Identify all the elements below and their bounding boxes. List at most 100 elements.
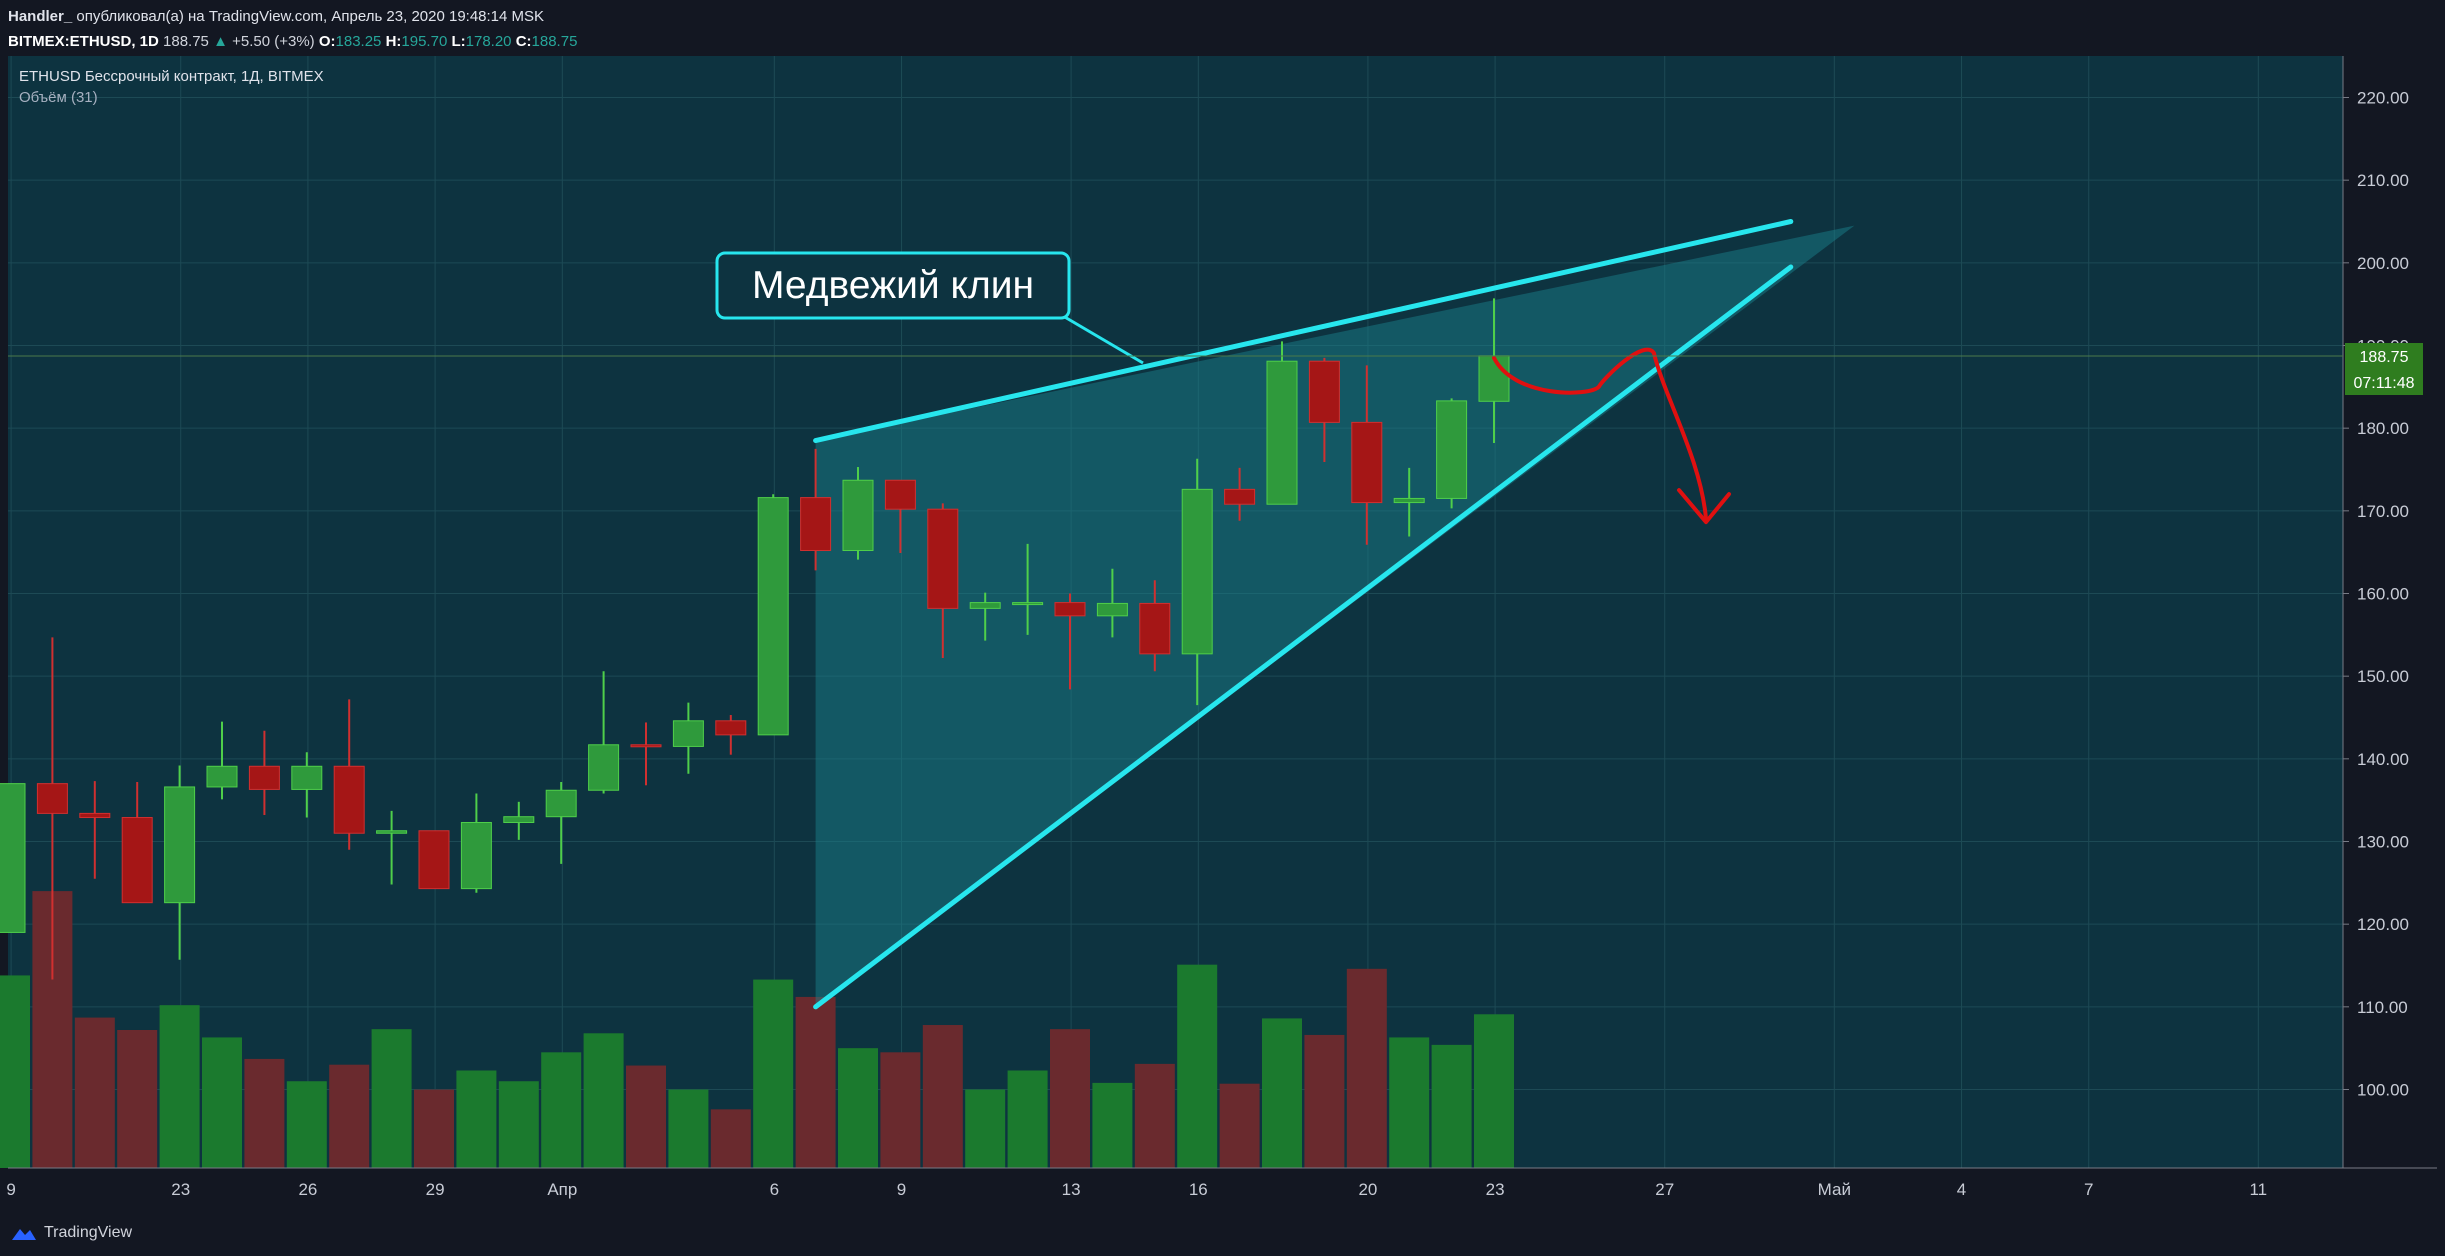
wedge-fill — [815, 225, 1855, 1007]
y-tick-label: 120.00 — [2357, 915, 2409, 934]
volume-bar — [795, 996, 836, 1168]
time-axis[interactable]: 9 23 26 29 Апр 6 9 13 16 20 23 27 Май 4 7 11 — [6, 1167, 2437, 1199]
x-tick-label: 6 — [770, 1180, 779, 1199]
wedge-lower-line — [813, 264, 1794, 1010]
candle-body — [1266, 360, 1298, 505]
candle-body — [1224, 488, 1256, 505]
volume-bar — [202, 1037, 242, 1168]
candle-body — [460, 821, 492, 890]
volume-bar — [244, 1058, 285, 1168]
tradingview-cloud-icon — [12, 1229, 36, 1240]
tradingview-logo[interactable]: TradingView — [8, 1224, 132, 1242]
price-axis[interactable]: 220.00210.00200.00190.00180.00170.00160.… — [2342, 56, 2409, 1168]
candle-body — [800, 497, 832, 552]
candle-body — [291, 765, 323, 790]
candle-body — [588, 744, 620, 791]
price-change: +5.50 (+3%) — [232, 33, 315, 50]
wedge-callout[interactable]: Медвежий клин — [715, 251, 1144, 365]
x-tick-label: 4 — [1957, 1180, 1966, 1199]
volume-bar — [286, 1081, 327, 1168]
candle-series — [0, 298, 1510, 980]
close-value: 188.75 — [531, 33, 578, 50]
volume-bar — [117, 1029, 158, 1168]
wedge-upper-line — [813, 219, 1794, 444]
volume-bar — [1474, 1014, 1514, 1168]
candle-body — [1139, 602, 1171, 655]
price-label-box — [2345, 343, 2423, 369]
y-tick-label: 160.00 — [2357, 585, 2409, 604]
candle-body — [36, 783, 68, 814]
high-value: 195.70 — [401, 33, 448, 50]
y-tick-label: 150.00 — [2357, 667, 2409, 686]
candle-body — [1436, 400, 1468, 499]
candle-body — [1054, 602, 1086, 617]
close-label: C: — [515, 33, 532, 50]
volume-bar — [710, 1109, 751, 1168]
candle-body — [1308, 360, 1340, 423]
publish-info: опубликовал(а) на TradingView.com, Апрел… — [76, 8, 545, 25]
x-tick-label: 23 — [1486, 1180, 1505, 1199]
candle-body — [376, 830, 408, 834]
x-tick-label: 29 — [426, 1180, 445, 1199]
y-tick-label: 200.00 — [2357, 254, 2409, 273]
x-tick-label: 23 — [171, 1180, 190, 1199]
y-tick-label: 140.00 — [2357, 750, 2409, 769]
candle-body — [503, 816, 535, 823]
callout-box — [715, 251, 1071, 320]
volume-bar — [1092, 1082, 1133, 1168]
x-tick-label: Май — [1818, 1180, 1851, 1199]
candle-body — [545, 789, 577, 818]
x-tick-label: 11 — [2249, 1180, 2267, 1199]
y-tick-label: 210.00 — [2357, 171, 2409, 190]
price-axis-background — [2343, 56, 2437, 1168]
volume-bar — [1177, 964, 1218, 1168]
x-tick-label: 20 — [1358, 1180, 1377, 1199]
low-label: L: — [451, 33, 466, 50]
volume-bar — [541, 1052, 582, 1168]
candle-body — [757, 497, 789, 736]
volume-series — [0, 891, 1514, 1168]
candle-body — [418, 830, 450, 890]
candle-body — [164, 786, 196, 904]
volume-bar — [838, 1048, 878, 1168]
candle-body — [1478, 355, 1510, 402]
candle-body — [1351, 421, 1383, 504]
x-tick-label: 7 — [2084, 1180, 2093, 1199]
y-tick-label: 220.00 — [2357, 89, 2409, 108]
volume-bar — [74, 1017, 115, 1168]
footer: TradingView — [0, 1210, 2445, 1256]
candle-body — [927, 508, 959, 609]
volume-bar — [965, 1089, 1006, 1168]
volume-bar — [1134, 1063, 1175, 1168]
x-tick-label: 13 — [1062, 1180, 1081, 1199]
y-tick-label: 100.00 — [2357, 1081, 2409, 1100]
volume-bar — [1304, 1034, 1345, 1168]
callout-pointer — [1062, 314, 1144, 365]
candle-body — [884, 479, 916, 510]
candle-body — [206, 765, 238, 788]
volume-bar — [159, 1005, 200, 1168]
x-tick-label: 26 — [298, 1180, 317, 1199]
y-tick-label: 130.00 — [2357, 833, 2409, 852]
volume-bar — [1007, 1070, 1048, 1168]
volume-bar — [414, 1089, 454, 1168]
volume-bar — [880, 1052, 921, 1168]
x-tick-label: 9 — [6, 1180, 15, 1199]
price-label: 188.75 — [2360, 349, 2409, 366]
candle-body — [248, 765, 280, 790]
candle-body — [1181, 488, 1213, 655]
chart-area[interactable]: Медвежий клин 220.00210.00200.00190.0018… — [0, 0, 2445, 1210]
volume-bar — [753, 979, 794, 1168]
bearish-wedge-drawing[interactable] — [813, 219, 1855, 1010]
volume-bar — [668, 1089, 709, 1168]
chart-header: Handler_ опубликовал(а) на TradingView.c… — [8, 4, 577, 54]
last-price: 188.75 — [163, 33, 209, 50]
volume-bar — [0, 975, 30, 1168]
candle-body — [630, 744, 662, 748]
candle-body — [0, 783, 26, 933]
volume-bar — [1389, 1037, 1430, 1168]
y-tick-label: 110.00 — [2357, 998, 2408, 1017]
candle-body — [969, 602, 1001, 609]
author-name[interactable]: Handler_ — [8, 8, 73, 25]
volume-bar — [1346, 968, 1387, 1168]
